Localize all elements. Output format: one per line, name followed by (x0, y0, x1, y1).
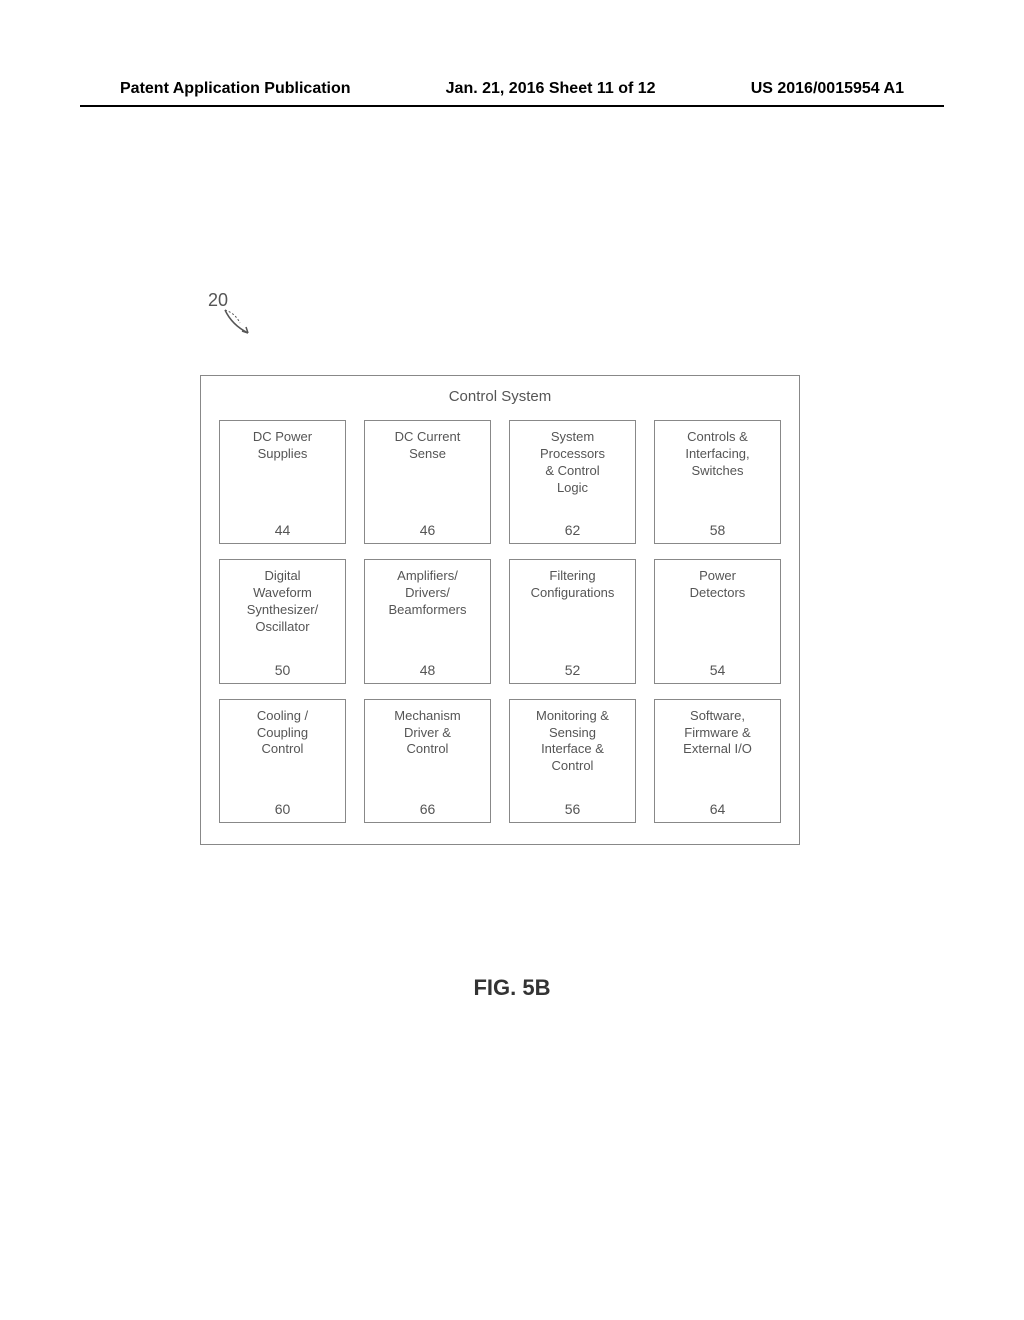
box-number: 56 (515, 801, 630, 817)
box-amplifiers-drivers: Amplifiers/Drivers/Beamformers 48 (364, 559, 491, 683)
box-number: 62 (515, 522, 630, 538)
box-label: SystemProcessors& ControlLogic (515, 429, 630, 497)
box-number: 50 (225, 662, 340, 678)
control-system-title: Control System (219, 388, 781, 405)
box-number: 48 (370, 662, 485, 678)
box-waveform-synthesizer: DigitalWaveformSynthesizer/Oscillator 50 (219, 559, 346, 683)
header-rule (80, 105, 944, 107)
figure-label: FIG. 5B (0, 975, 1024, 1001)
box-label: FilteringConfigurations (515, 568, 630, 602)
reference-arrow-icon (220, 305, 260, 345)
box-label: DC CurrentSense (370, 429, 485, 463)
box-label: Monitoring &SensingInterface &Control (515, 708, 630, 776)
control-system-container: Control System DC PowerSupplies 44 DC Cu… (200, 375, 800, 845)
box-monitoring-sensing: Monitoring &SensingInterface &Control 56 (509, 699, 636, 823)
control-system-grid: DC PowerSupplies 44 DC CurrentSense 46 S… (219, 420, 781, 823)
box-power-detectors: PowerDetectors 54 (654, 559, 781, 683)
box-label: Software,Firmware &External I/O (660, 708, 775, 759)
box-label: DigitalWaveformSynthesizer/Oscillator (225, 568, 340, 636)
header-right: US 2016/0015954 A1 (751, 80, 904, 98)
box-number: 66 (370, 801, 485, 817)
box-number: 52 (515, 662, 630, 678)
page-header: Patent Application Publication Jan. 21, … (0, 80, 1024, 98)
box-label: Cooling /CouplingControl (225, 708, 340, 759)
box-cooling-coupling: Cooling /CouplingControl 60 (219, 699, 346, 823)
box-software-firmware: Software,Firmware &External I/O 64 (654, 699, 781, 823)
box-label: Controls &Interfacing,Switches (660, 429, 775, 480)
box-number: 60 (225, 801, 340, 817)
box-number: 54 (660, 662, 775, 678)
box-number: 58 (660, 522, 775, 538)
box-system-processors: SystemProcessors& ControlLogic 62 (509, 420, 636, 544)
box-number: 44 (225, 522, 340, 538)
box-label: MechanismDriver &Control (370, 708, 485, 759)
box-dc-power-supplies: DC PowerSupplies 44 (219, 420, 346, 544)
header-left: Patent Application Publication (120, 80, 351, 98)
box-number: 64 (660, 801, 775, 817)
box-mechanism-driver: MechanismDriver &Control 66 (364, 699, 491, 823)
box-filtering-config: FilteringConfigurations 52 (509, 559, 636, 683)
box-number: 46 (370, 522, 485, 538)
box-label: DC PowerSupplies (225, 429, 340, 463)
header-center: Jan. 21, 2016 Sheet 11 of 12 (446, 80, 656, 98)
box-label: PowerDetectors (660, 568, 775, 602)
box-label: Amplifiers/Drivers/Beamformers (370, 568, 485, 619)
box-controls-interfacing: Controls &Interfacing,Switches 58 (654, 420, 781, 544)
box-dc-current-sense: DC CurrentSense 46 (364, 420, 491, 544)
